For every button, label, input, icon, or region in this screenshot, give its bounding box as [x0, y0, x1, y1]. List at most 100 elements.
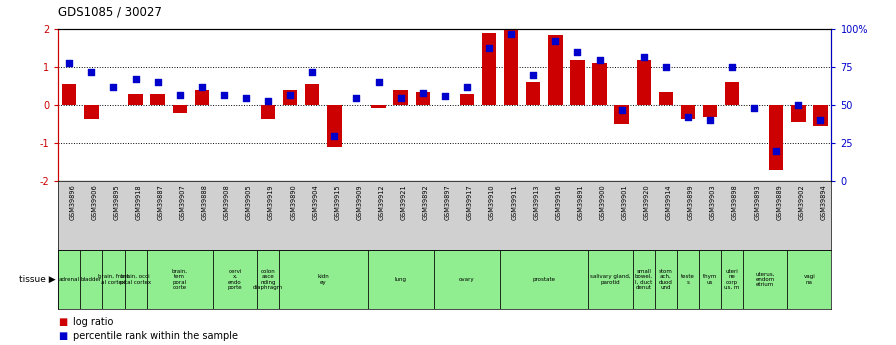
- Bar: [102, 250, 125, 309]
- Bar: [814, 105, 828, 126]
- Bar: [147, 250, 213, 309]
- Point: [725, 65, 739, 70]
- Point: [194, 84, 209, 90]
- Text: colon
asce
nding
diaphragm: colon asce nding diaphragm: [253, 269, 283, 290]
- Bar: [372, 105, 386, 108]
- Bar: [788, 250, 831, 309]
- Text: GSM39900: GSM39900: [599, 185, 606, 220]
- Point: [84, 69, 99, 75]
- Bar: [633, 250, 655, 309]
- Text: GSM39897: GSM39897: [444, 185, 451, 220]
- Text: stom
ach,
duod
und: stom ach, duod und: [659, 269, 673, 290]
- Text: brain, front
al cortex: brain, front al cortex: [98, 274, 129, 285]
- Bar: [636, 60, 650, 105]
- Bar: [393, 90, 408, 105]
- Point: [702, 118, 717, 123]
- Point: [327, 133, 341, 138]
- Text: GSM39902: GSM39902: [798, 185, 805, 220]
- Text: percentile rank within the sample: percentile rank within the sample: [73, 332, 237, 341]
- Text: GSM39899: GSM39899: [688, 185, 694, 220]
- Bar: [592, 63, 607, 105]
- Bar: [589, 250, 633, 309]
- Text: bladder: bladder: [81, 277, 102, 282]
- Text: teste
s: teste s: [681, 274, 694, 285]
- Text: GSM39903: GSM39903: [710, 185, 716, 220]
- Point: [659, 65, 673, 70]
- Text: GSM39911: GSM39911: [511, 185, 517, 220]
- Point: [615, 107, 629, 112]
- Bar: [526, 82, 540, 105]
- Text: kidn
ey: kidn ey: [317, 274, 329, 285]
- Text: GSM39908: GSM39908: [224, 185, 230, 220]
- Text: GSM39919: GSM39919: [268, 185, 274, 220]
- Text: salivary gland,
parotid: salivary gland, parotid: [590, 274, 631, 285]
- Point: [482, 45, 496, 50]
- Text: brain, occi
pital cortex: brain, occi pital cortex: [120, 274, 151, 285]
- Point: [769, 148, 783, 154]
- Point: [372, 80, 386, 85]
- Text: ovary: ovary: [459, 277, 475, 282]
- Text: lung: lung: [394, 277, 407, 282]
- Point: [437, 93, 452, 99]
- Point: [349, 95, 364, 100]
- Bar: [702, 105, 717, 117]
- Bar: [81, 250, 102, 309]
- Point: [592, 57, 607, 62]
- Point: [128, 77, 142, 82]
- Text: thym
us: thym us: [702, 274, 717, 285]
- Bar: [504, 29, 518, 105]
- Text: uteri
ne
corp
us, m: uteri ne corp us, m: [724, 269, 740, 290]
- Text: adrenal: adrenal: [59, 277, 80, 282]
- Text: prostate: prostate: [533, 277, 556, 282]
- Bar: [194, 90, 209, 105]
- Bar: [659, 92, 673, 105]
- Bar: [681, 105, 695, 119]
- Text: GSM39921: GSM39921: [401, 185, 407, 220]
- Point: [416, 90, 430, 96]
- Text: GSM39888: GSM39888: [202, 185, 208, 220]
- Bar: [128, 94, 142, 105]
- Text: GSM39905: GSM39905: [246, 185, 252, 220]
- Point: [393, 95, 408, 100]
- Bar: [482, 33, 496, 105]
- Bar: [699, 250, 721, 309]
- Text: GSM39910: GSM39910: [489, 185, 495, 220]
- Text: uterus,
endom
etrium: uterus, endom etrium: [755, 272, 775, 287]
- Point: [460, 84, 474, 90]
- Bar: [548, 35, 563, 105]
- Text: GSM39894: GSM39894: [821, 185, 826, 220]
- Bar: [769, 105, 783, 170]
- Text: vagi
na: vagi na: [804, 274, 815, 285]
- Bar: [306, 84, 320, 105]
- Bar: [367, 250, 434, 309]
- Text: small
bowel,
I, duct
denut: small bowel, I, duct denut: [634, 269, 652, 290]
- Point: [107, 84, 121, 90]
- Bar: [655, 250, 676, 309]
- Text: cervi
x,
endo
porte: cervi x, endo porte: [228, 269, 242, 290]
- Text: brain,
tem
poral
corte: brain, tem poral corte: [172, 269, 188, 290]
- Text: tissue ▶: tissue ▶: [19, 275, 56, 284]
- Bar: [791, 105, 806, 122]
- Text: ■: ■: [58, 332, 67, 341]
- Bar: [280, 250, 367, 309]
- Bar: [151, 94, 165, 105]
- Bar: [125, 250, 147, 309]
- Text: GSM39916: GSM39916: [556, 185, 561, 220]
- Text: GSM39920: GSM39920: [643, 185, 650, 220]
- Text: GSM39909: GSM39909: [357, 185, 363, 220]
- Bar: [283, 90, 297, 105]
- Point: [791, 102, 806, 108]
- Bar: [460, 94, 474, 105]
- Bar: [173, 105, 187, 113]
- Text: GSM39890: GSM39890: [290, 185, 297, 220]
- Point: [681, 115, 695, 120]
- Bar: [725, 82, 739, 105]
- Point: [283, 92, 297, 97]
- Text: GSM39898: GSM39898: [732, 185, 738, 220]
- Text: GSM39917: GSM39917: [467, 185, 473, 220]
- Point: [62, 60, 76, 66]
- Point: [261, 98, 275, 104]
- Text: GSM39906: GSM39906: [91, 185, 98, 220]
- Point: [173, 92, 187, 97]
- Text: GSM39887: GSM39887: [158, 185, 164, 220]
